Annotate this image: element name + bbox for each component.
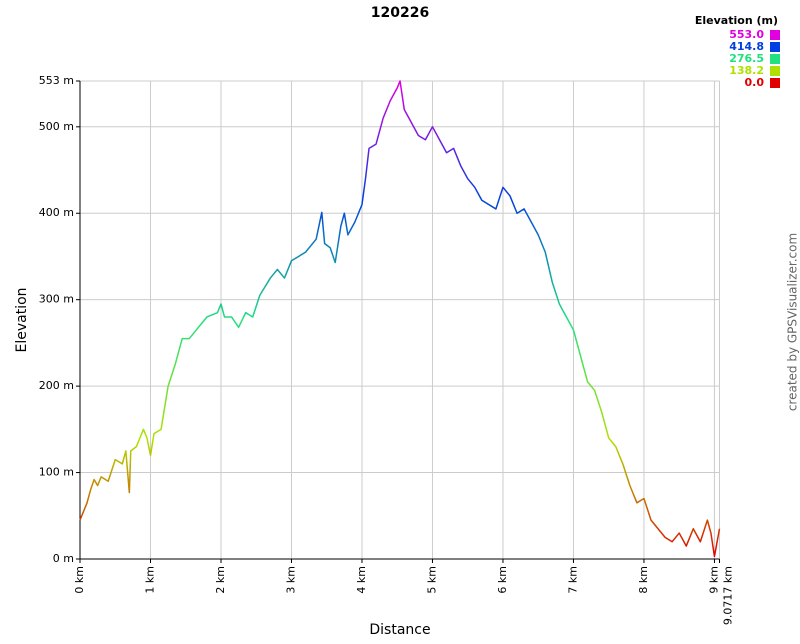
legend-label: 0.0 — [745, 76, 765, 89]
y-tick-label: 0 m — [53, 552, 74, 565]
legend-label: 138.2 — [729, 64, 764, 77]
legend-label: 414.8 — [729, 40, 764, 53]
x-tick-label: 3 km — [284, 566, 297, 594]
y-tick-label: 400 m — [39, 206, 74, 219]
x-tick-label: 6 km — [496, 566, 509, 594]
x-tick-label: 5 km — [425, 566, 438, 594]
credit: created by GPSVisualizer.com — [786, 233, 800, 411]
x-tick-label: 8 km — [637, 566, 650, 594]
x-tick-label: 9 km — [707, 566, 720, 594]
y-axis-label: Elevation — [14, 287, 30, 352]
y-tick-label: 300 m — [39, 293, 74, 306]
legend-swatch — [770, 42, 780, 52]
elevation-line — [79, 80, 721, 558]
y-tick-label: 100 m — [39, 466, 74, 479]
y-tick-label: 500 m — [39, 120, 74, 133]
legend-swatch — [770, 54, 780, 64]
y-tick-label: 200 m — [39, 379, 74, 392]
legend-swatch — [770, 30, 780, 40]
x-tick-label: 1 km — [143, 566, 156, 594]
y-tick-label: 553 m — [39, 74, 74, 87]
legend-swatch — [770, 66, 780, 76]
legend-label: 276.5 — [729, 52, 764, 65]
legend-label: 553.0 — [729, 28, 764, 41]
x-tick-label: 4 km — [355, 566, 368, 594]
x-tick-label: 0 km — [73, 566, 86, 594]
x-tick-label: 7 km — [566, 566, 579, 594]
legend-title: Elevation (m) — [695, 14, 778, 27]
chart-title: 120226 — [371, 5, 429, 21]
legend-swatch — [770, 78, 780, 88]
x-tick-label: 2 km — [214, 566, 227, 594]
x-tick-label: 9.0717 km — [722, 566, 735, 625]
x-axis-label: Distance — [369, 622, 430, 638]
